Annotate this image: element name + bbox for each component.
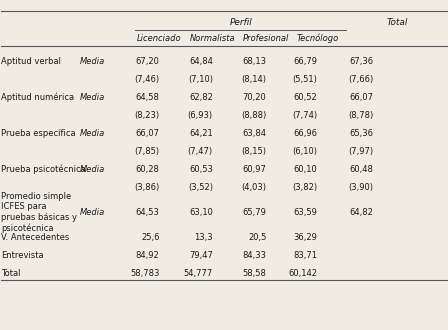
Text: 64,53: 64,53 (136, 208, 159, 217)
Text: 60,142: 60,142 (289, 269, 318, 278)
Text: 25,6: 25,6 (141, 233, 159, 242)
Text: 60,97: 60,97 (242, 165, 266, 174)
Text: (7,10): (7,10) (188, 75, 213, 83)
Text: 65,79: 65,79 (242, 208, 266, 217)
Text: (7,46): (7,46) (134, 75, 159, 83)
Text: Profesional: Profesional (243, 34, 289, 43)
Text: (3,86): (3,86) (134, 182, 159, 192)
Text: Promedio simple
ICFES para
pruebas básicas y
psicotécnica: Promedio simple ICFES para pruebas básic… (1, 192, 78, 233)
Text: 64,21: 64,21 (189, 129, 213, 138)
Text: Media: Media (79, 57, 104, 66)
Text: (3,52): (3,52) (188, 182, 213, 192)
Text: Media: Media (79, 165, 104, 174)
Text: 67,36: 67,36 (349, 57, 373, 66)
Text: 63,10: 63,10 (189, 208, 213, 217)
Text: 63,59: 63,59 (293, 208, 318, 217)
Text: 13,3: 13,3 (194, 233, 213, 242)
Text: Tecnólogo: Tecnólogo (297, 33, 339, 43)
Text: (8,23): (8,23) (134, 111, 159, 119)
Text: (3,82): (3,82) (293, 182, 318, 192)
Text: 67,20: 67,20 (136, 57, 159, 66)
Text: (7,74): (7,74) (293, 111, 318, 119)
Text: 65,36: 65,36 (349, 129, 373, 138)
Text: Total: Total (1, 269, 21, 278)
Text: 79,47: 79,47 (189, 251, 213, 260)
Text: 20,5: 20,5 (248, 233, 266, 242)
Text: 66,96: 66,96 (293, 129, 318, 138)
Text: 58,783: 58,783 (130, 269, 159, 278)
Text: 63,84: 63,84 (242, 129, 266, 138)
Text: Aptitud verbal: Aptitud verbal (1, 57, 61, 66)
Text: Prueba psicotécnica: Prueba psicotécnica (1, 164, 86, 174)
Text: 60,28: 60,28 (136, 165, 159, 174)
Text: Perfil: Perfil (229, 18, 252, 27)
Text: 68,13: 68,13 (242, 57, 266, 66)
Text: (7,66): (7,66) (348, 75, 373, 83)
Text: (7,47): (7,47) (188, 147, 213, 155)
Text: 66,07: 66,07 (349, 93, 373, 102)
Text: (6,93): (6,93) (188, 111, 213, 119)
Text: 70,20: 70,20 (242, 93, 266, 102)
Text: 54,777: 54,777 (184, 269, 213, 278)
Text: 66,79: 66,79 (293, 57, 318, 66)
Text: Normalista: Normalista (190, 34, 236, 43)
Text: Media: Media (79, 93, 104, 102)
Text: Media: Media (79, 208, 104, 217)
Text: (6,10): (6,10) (293, 147, 318, 155)
Text: 64,82: 64,82 (349, 208, 373, 217)
Text: 60,53: 60,53 (189, 165, 213, 174)
Text: 60,10: 60,10 (294, 165, 318, 174)
Text: 64,58: 64,58 (136, 93, 159, 102)
Text: Licenciado: Licenciado (137, 34, 182, 43)
Text: 83,71: 83,71 (293, 251, 318, 260)
Text: (8,15): (8,15) (241, 147, 266, 155)
Text: 60,52: 60,52 (294, 93, 318, 102)
Text: Media: Media (79, 129, 104, 138)
Text: 84,92: 84,92 (136, 251, 159, 260)
Text: 36,29: 36,29 (293, 233, 318, 242)
Text: (4,03): (4,03) (241, 182, 266, 192)
Text: Total: Total (387, 18, 408, 27)
Text: Entrevista: Entrevista (1, 251, 44, 260)
Text: (3,90): (3,90) (348, 182, 373, 192)
Text: (5,51): (5,51) (293, 75, 318, 83)
Text: (8,14): (8,14) (241, 75, 266, 83)
Text: Prueba específica: Prueba específica (1, 129, 76, 138)
Text: 58,58: 58,58 (242, 269, 266, 278)
Text: (8,88): (8,88) (241, 111, 266, 119)
Text: Aptitud numérica: Aptitud numérica (1, 92, 74, 102)
Text: 62,82: 62,82 (189, 93, 213, 102)
Text: (7,97): (7,97) (348, 147, 373, 155)
Text: (8,78): (8,78) (348, 111, 373, 119)
Text: V. Antecedentes: V. Antecedentes (1, 233, 69, 242)
Text: (7,85): (7,85) (134, 147, 159, 155)
Text: 60,48: 60,48 (349, 165, 373, 174)
Text: 64,84: 64,84 (189, 57, 213, 66)
Text: 84,33: 84,33 (242, 251, 266, 260)
Text: 66,07: 66,07 (135, 129, 159, 138)
